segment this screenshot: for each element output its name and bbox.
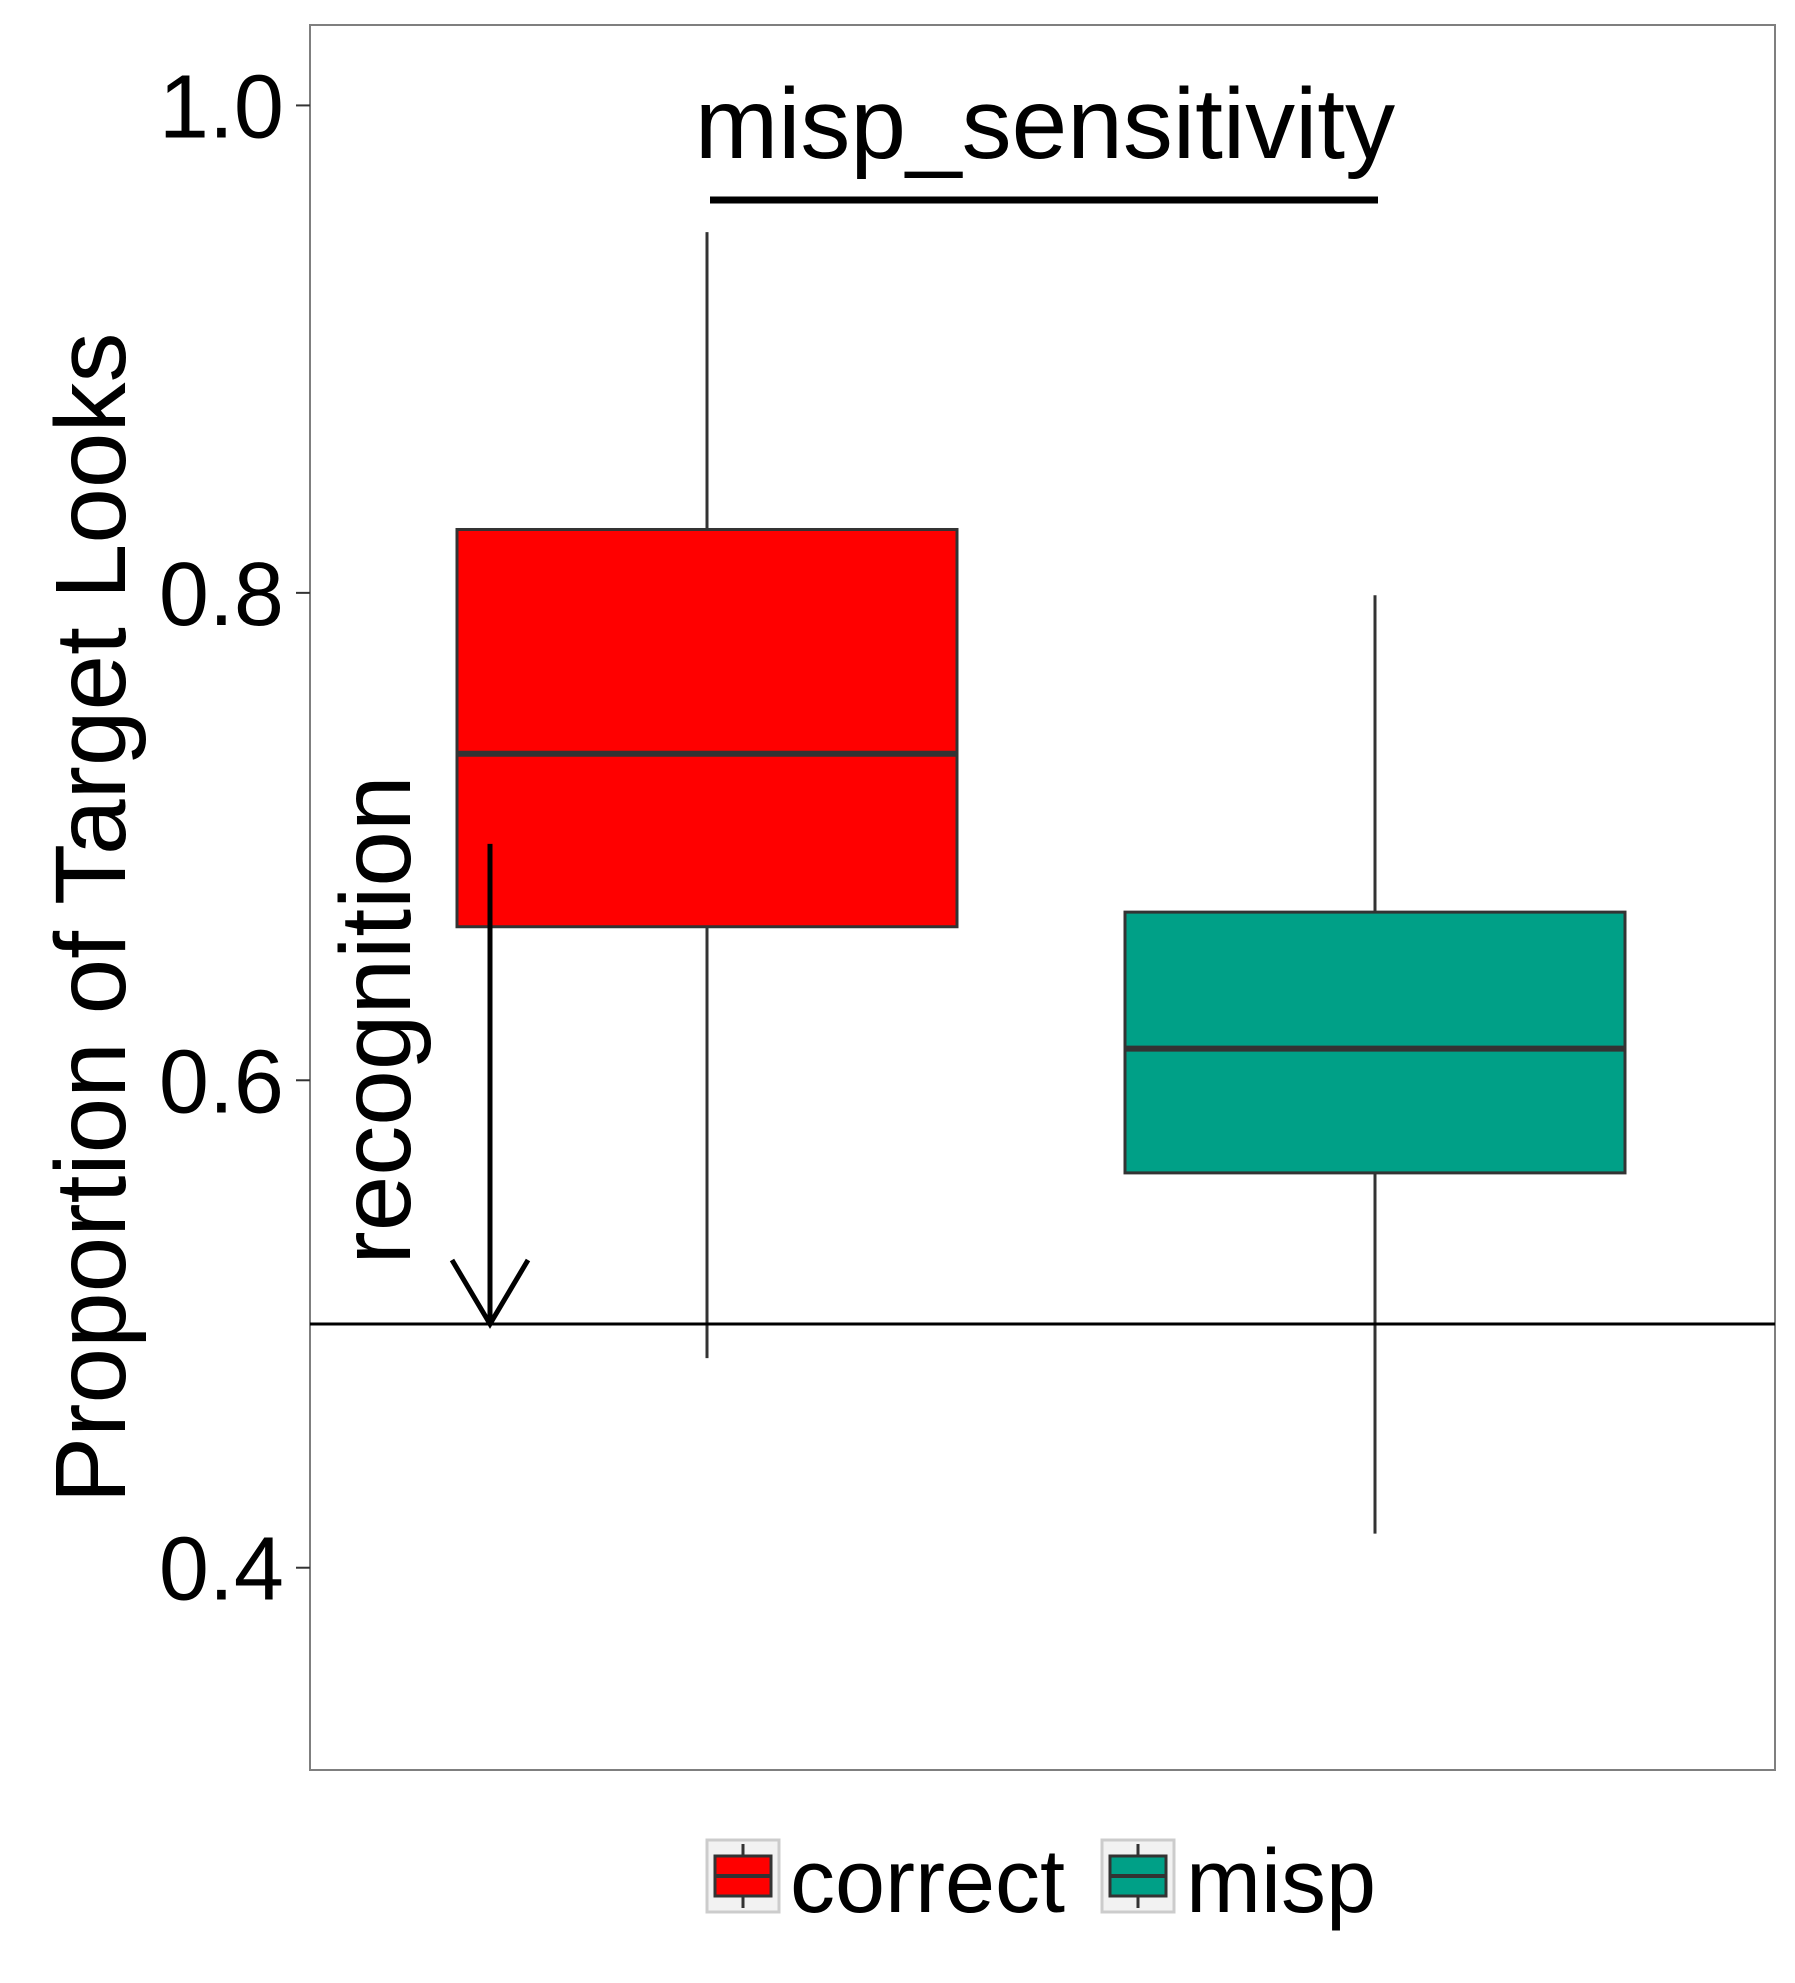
y-axis-label: Proportion of Target Looks xyxy=(35,332,147,1503)
box-body xyxy=(1123,910,1627,1175)
comparison-label: misp_sensitivity xyxy=(695,68,1395,180)
y-tick-label: 0.4 xyxy=(159,1520,284,1620)
legend-label: misp xyxy=(1186,1832,1376,1932)
y-tick-label: 0.8 xyxy=(159,545,284,645)
y-tick-label: 1.0 xyxy=(159,57,284,157)
y-tick-label: 0.6 xyxy=(159,1032,284,1132)
recognition-label: recognition xyxy=(320,775,432,1264)
legend-item-misp: misp xyxy=(1100,1832,1376,1932)
y-axis: 0.4 0.6 0.8 1.0 xyxy=(159,57,310,1620)
box-correct xyxy=(455,232,959,1359)
recognition-arrow-head xyxy=(449,1258,531,1329)
legend: correct misp xyxy=(705,1832,1376,1932)
box-misp xyxy=(1123,595,1627,1534)
legend-item-correct: correct xyxy=(705,1832,1065,1932)
plot-area: misp_sensitivity recognition xyxy=(310,68,1775,1534)
box-body xyxy=(455,527,959,929)
legend-label: correct xyxy=(790,1832,1065,1932)
